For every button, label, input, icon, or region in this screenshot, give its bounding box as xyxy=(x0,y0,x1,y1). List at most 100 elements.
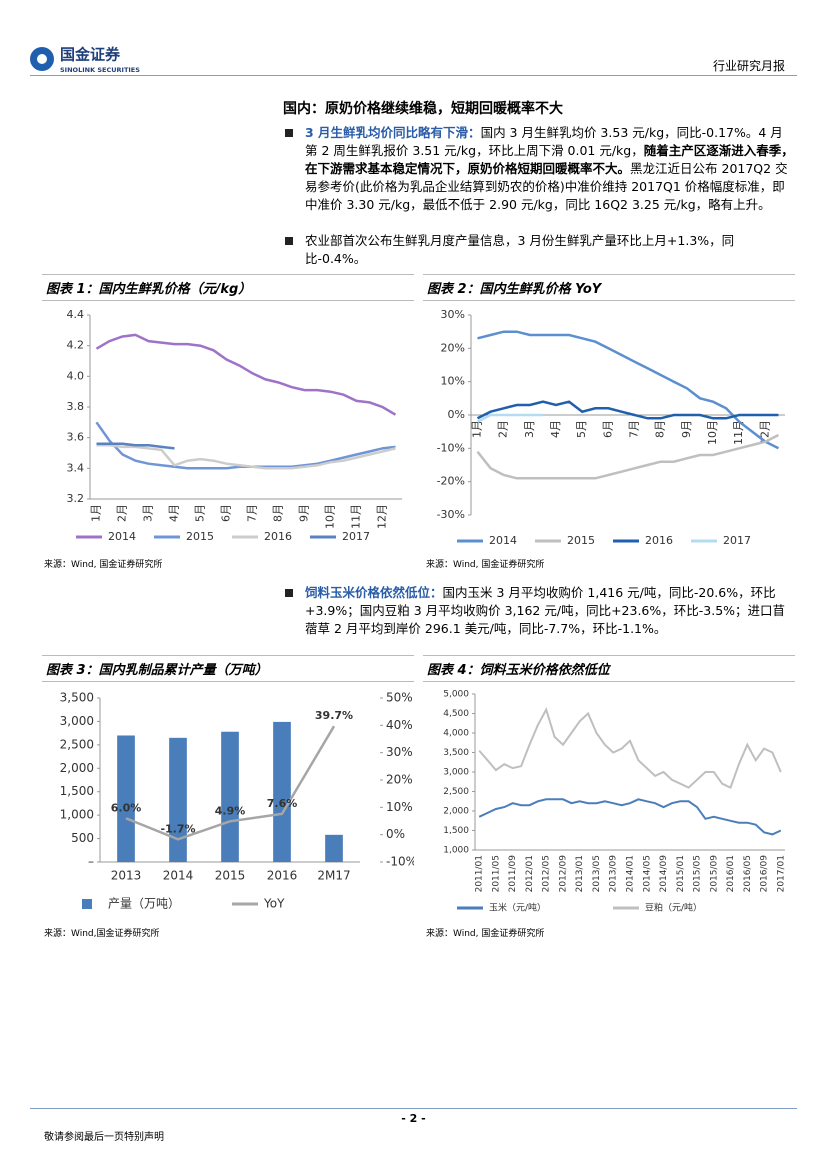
legend-label: 2016 xyxy=(264,530,292,543)
x-tick-label: 2016/09 xyxy=(760,855,770,893)
line xyxy=(478,707,782,789)
chart: -30% -20% -10% 0% 10% 20% 30% 1月 2月 3月 4月 5月 6月 7月 8月 9… xyxy=(437,308,785,547)
y-tick-label: 2,500 xyxy=(60,737,94,751)
brand-en: SINOLINK SECURITIES xyxy=(60,66,140,74)
x-tick-label: 6月 xyxy=(601,420,614,438)
x-tick-label: 5月 xyxy=(575,420,588,438)
bar xyxy=(325,834,343,862)
y-tick-label: 4,000 xyxy=(443,729,469,739)
page-number: - 2 - xyxy=(401,1112,426,1125)
chart: 3.2 3.4 3.6 3.8 4.0 4.2 4.4 1月 2月 3月 4月 5月 6月 7月 8月 9月 1… xyxy=(67,308,402,543)
data-label: 4.9% xyxy=(215,804,246,817)
x-tick-label: 2013/05 xyxy=(592,855,602,892)
legend-label: 2016 xyxy=(645,534,673,547)
chart-title: 图表 4：饲料玉米价格依然低位 xyxy=(423,655,795,682)
x-tick-label: 2015/05 xyxy=(693,855,703,892)
y-tick-label: 1,000 xyxy=(60,808,94,822)
header-rule xyxy=(30,75,797,76)
x-tick-label: 2012/09 xyxy=(558,855,568,893)
data-label: 7.6% xyxy=(267,797,298,810)
y2-tick-label: 0% xyxy=(386,827,405,841)
x-tick-label: 2011/09 xyxy=(508,855,518,893)
x-tick-label: 2016 xyxy=(267,869,298,883)
line xyxy=(96,442,175,450)
x-tick-label: 2016/01 xyxy=(726,855,736,892)
x-tick-label: 7月 xyxy=(246,504,259,522)
y-tick-label: 3,000 xyxy=(443,768,469,778)
logo: 国金证券 SINOLINK SECURITIES xyxy=(30,46,140,74)
x-tick-label: 2014 xyxy=(163,869,194,883)
y-tick-label: 5,000 xyxy=(443,690,469,700)
x-tick-label: 1月 xyxy=(90,504,103,522)
legend-label: 2014 xyxy=(108,530,136,543)
x-tick-label: 4月 xyxy=(168,504,181,522)
text-run: 黑龙江近日公布 2017Q2 交易参考价(此价格为乳品企业结算到奶农的价格)中准… xyxy=(305,161,788,212)
y2-tick-label: -10% xyxy=(386,855,414,869)
x-tick-label: 7月 xyxy=(628,420,641,438)
line xyxy=(125,725,336,841)
chart-box: 图表 4：饲料玉米价格依然低位 1,000 1,500 2,000 2,500 3,00… xyxy=(423,655,795,932)
chart-box: 图表 1：国内生鲜乳价格（元/kg） 3.2 3.4 3.6 3.8 4.0 4.2 4.4… xyxy=(42,274,414,561)
legend-label: 2014 xyxy=(489,534,517,547)
bullet: 农业部首次公布生鲜乳月度产量信息，3 月份生鲜乳产量环比上月+1.3%，同比-0… xyxy=(285,232,795,268)
chart: 1,000 1,500 2,000 2,500 3,000 3,500 4,000 4,500… xyxy=(443,690,786,914)
y-tick-label: 3.8 xyxy=(67,400,85,413)
x-tick-label: 2014/05 xyxy=(642,855,652,892)
x-tick-label: 1月 xyxy=(471,420,484,438)
y-tick-label: 1,000 xyxy=(443,846,469,856)
legend-label: 2017 xyxy=(723,534,751,547)
x-tick-label: 4月 xyxy=(549,420,562,438)
y-tick-label: 500 xyxy=(71,831,94,845)
x-tick-label: 2013/09 xyxy=(609,855,619,893)
x-tick-label: 2014/01 xyxy=(626,855,636,892)
report-type: 行业研究月报 xyxy=(712,59,785,73)
x-tick-label: 12月 xyxy=(376,504,389,529)
y-tick-label: 4.4 xyxy=(67,308,85,321)
x-tick-label: 2015/09 xyxy=(709,855,719,893)
y-tick-label: 2,000 xyxy=(443,807,469,817)
x-tick-label: 2015 xyxy=(215,869,246,883)
source: 来源：Wind, 国金证券研究所 xyxy=(426,560,545,570)
footer-note: 敬请参阅最后一页特别声明 xyxy=(44,1132,164,1143)
data-label: 39.7% xyxy=(315,709,353,722)
y2-tick-label: 50% xyxy=(386,691,413,705)
x-tick-label: 8月 xyxy=(654,420,667,438)
x-tick-label: 8月 xyxy=(272,504,285,522)
x-tick-label: 2月 xyxy=(116,504,129,522)
y-tick-label: 3.6 xyxy=(67,431,85,444)
legend-label: YoY xyxy=(263,897,285,911)
text-run: 农业部首次公布生鲜乳月度产量信息，3 月份生鲜乳产量环比上月+1.3%，同比-0… xyxy=(305,233,735,266)
y-tick-label: -20% xyxy=(437,475,465,488)
bullet: 3 月生鲜乳均价同比略有下滑：国内 3 月生鲜乳均价 3.53 元/kg，同比-… xyxy=(285,124,795,214)
bar xyxy=(273,721,291,862)
y-tick-label: 2,000 xyxy=(60,761,94,775)
x-tick-label: 10月 xyxy=(706,420,719,445)
line xyxy=(477,330,780,450)
source: 来源：Wind, 国金证券研究所 xyxy=(44,560,163,570)
x-tick-label: 2M17 xyxy=(317,869,350,883)
x-tick-label: 11月 xyxy=(732,420,745,445)
chart-box: 图表 3：国内乳制品累计产量（万吨） – 500 1,000 1,500 2,000 2,… xyxy=(42,655,417,932)
data-label: 6.0% xyxy=(111,801,142,814)
y2-tick-label: 10% xyxy=(386,800,413,814)
x-tick-label: 2012/01 xyxy=(525,855,535,892)
text-run: 国内 3 月生鲜乳均价 3.53 元/kg，同比-0.17%。4 月第 2 周生… xyxy=(305,125,783,158)
brand: 国金证券 xyxy=(60,46,121,64)
text-run: 3 月生鲜乳均价同比略有下滑： xyxy=(305,125,481,140)
line xyxy=(478,798,782,836)
y-tick-label: 4,500 xyxy=(443,709,469,719)
x-tick-label: 2017/01 xyxy=(776,855,786,892)
section-heading: 国内：原奶价格继续维稳，短期回暖概率不大 xyxy=(283,101,563,117)
y-tick-label: 0% xyxy=(448,408,465,421)
y2-tick-label: 20% xyxy=(386,773,413,787)
y2-tick-label: 40% xyxy=(386,718,413,732)
y-tick-label: 1,500 xyxy=(60,784,94,798)
line xyxy=(476,433,780,480)
logo-mark xyxy=(37,54,47,64)
x-tick-label: 9月 xyxy=(680,420,693,438)
bullet: 饲料玉米价格依然低位：国内玉米 3 月平均收购价 1,416 元/吨，同比-20… xyxy=(285,584,795,638)
text-run: 饲料玉米价格依然低位： xyxy=(305,585,443,600)
chart-title: 图表 2：国内生鲜乳价格 YoY xyxy=(423,274,795,301)
x-tick-label: 5月 xyxy=(194,504,207,522)
